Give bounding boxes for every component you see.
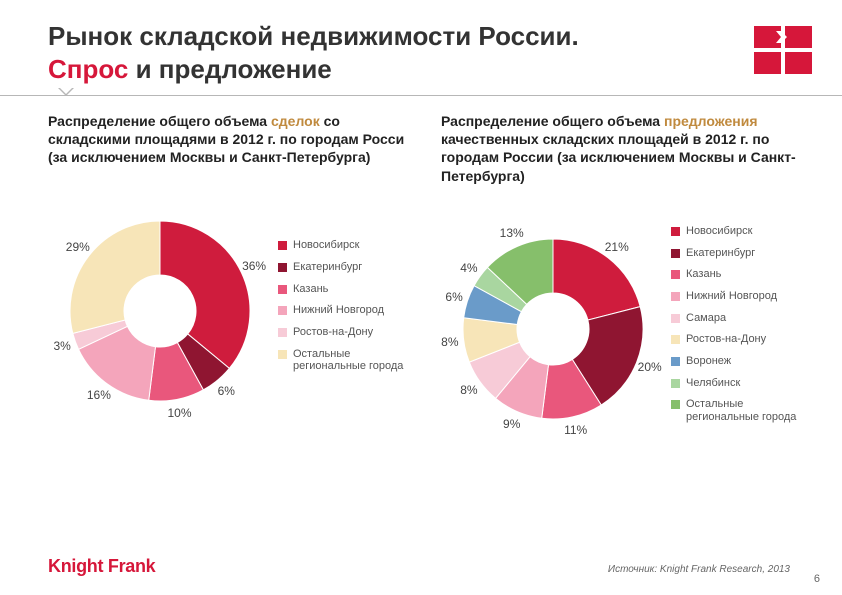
legend-swatch [671,227,680,236]
legend-label: Остальные региональные города [686,398,812,423]
header: Рынок складской недвижимости России. Спр… [0,0,842,85]
footer: Knight Frank Источник: Knight Frank Rese… [0,556,842,577]
legend-swatch [278,328,287,337]
legend-item: Нижний Новгород [278,304,419,317]
right-donut-chart: 21% 20% 11% 9% 8% 8% 6% 4% 13% [441,217,665,441]
legend-swatch [671,357,680,366]
slice-label: 29% [66,240,90,254]
legend-swatch [671,270,680,279]
title-line1: Рынок складской недвижимости России. [48,21,579,51]
left-sub-hl: сделок [271,113,320,129]
legend-label: Екатеринбург [686,247,755,260]
legend-swatch [278,285,287,294]
slice-label: 8% [441,335,458,349]
legend-item: Ростов-на-Дону [278,326,419,339]
legend-label: Самара [686,312,726,325]
brand-wordmark: Knight Frank [48,556,155,577]
legend-label: Ростов-на-Дону [686,333,766,346]
legend-item: Челябинск [671,377,812,390]
slide-title: Рынок складской недвижимости России. Спр… [48,20,754,85]
legend-item: Остальные региональные города [278,348,419,373]
legend-item: Екатеринбург [671,247,812,260]
legend-label: Челябинск [686,377,740,390]
donut-slice [70,221,160,333]
source-line: Источник: Knight Frank Research, 2013 [608,564,812,577]
left-sub-pre: Распределение общего объема [48,113,271,129]
legend-label: Новосибирск [293,239,359,252]
legend-label: Нижний Новгород [686,290,777,303]
left-column: Распределение общего объема сделок со ск… [48,112,419,441]
legend-item: Воронеж [671,355,812,368]
legend-swatch [278,263,287,272]
left-donut-chart: 36% 6% 10% 16% 3% 29% [48,199,272,423]
legend-label: Воронеж [686,355,731,368]
right-sub-pre: Распределение общего объема [441,113,664,129]
legend-item: Казань [671,268,812,281]
legend-item: Нижний Новгород [671,290,812,303]
legend-swatch [671,379,680,388]
title-block: Рынок складской недвижимости России. Спр… [48,20,754,85]
legend-item: Новосибирск [278,239,419,252]
legend-swatch [278,306,287,315]
title-line2-accent: Спрос [48,54,128,84]
legend-swatch [671,400,680,409]
left-legend: Новосибирск Екатеринбург Казань Нижний Новг… [278,239,419,381]
content-columns: Распределение общего объема сделок со ск… [0,96,842,441]
title-line2-rest: и предложение [128,54,331,84]
slice-label: 21% [605,240,629,254]
legend-label: Новосибирск [686,225,752,238]
legend-swatch [671,249,680,258]
right-column: Распределение общего объема предложения … [441,112,812,441]
slice-label: 3% [53,339,70,353]
slice-label: 16% [87,388,111,402]
legend-label: Нижний Новгород [293,304,384,317]
slice-label: 8% [460,383,477,397]
slice-label: 20% [638,360,662,374]
legend-item: Новосибирск [671,225,812,238]
right-sub-hl: предложения [664,113,758,129]
slice-label: 13% [500,226,524,240]
legend-item: Остальные региональные города [671,398,812,423]
right-chart-row: 21% 20% 11% 9% 8% 8% 6% 4% 13% Новосибирск Екатер… [441,217,812,441]
slice-label: 6% [218,384,235,398]
slice-label: 36% [242,259,266,273]
legend-label: Казань [293,283,328,296]
slice-label: 9% [503,417,520,431]
legend-label: Екатеринбург [293,261,362,274]
legend-label: Остальные региональные города [293,348,419,373]
right-legend: Новосибирск Екатеринбург Казань Нижний Новг… [671,225,812,432]
slice-label: 10% [167,406,191,420]
page-number: 6 [814,573,820,585]
left-chart-row: 36% 6% 10% 16% 3% 29% Новосибирск Екатеринбург… [48,199,419,423]
legend-swatch [671,292,680,301]
legend-item: Ростов-на-Дону [671,333,812,346]
legend-swatch [671,335,680,344]
left-chart-subtitle: Распределение общего объема сделок со ск… [48,112,419,167]
legend-label: Ростов-на-Дону [293,326,373,339]
legend-label: Казань [686,268,721,281]
legend-item: Екатеринбург [278,261,419,274]
slice-label: 11% [564,423,587,437]
legend-item: Самара [671,312,812,325]
legend-swatch [278,241,287,250]
brand-logo-icon [754,26,812,74]
slice-label: 4% [460,261,477,275]
legend-swatch [278,350,287,359]
title-divider [0,95,842,96]
right-chart-subtitle: Распределение общего объема предложения … [441,112,812,185]
legend-swatch [671,314,680,323]
slice-label: 6% [445,290,462,304]
legend-item: Казань [278,283,419,296]
right-sub-post: качественных складских площадей в 2012 г… [441,131,796,183]
